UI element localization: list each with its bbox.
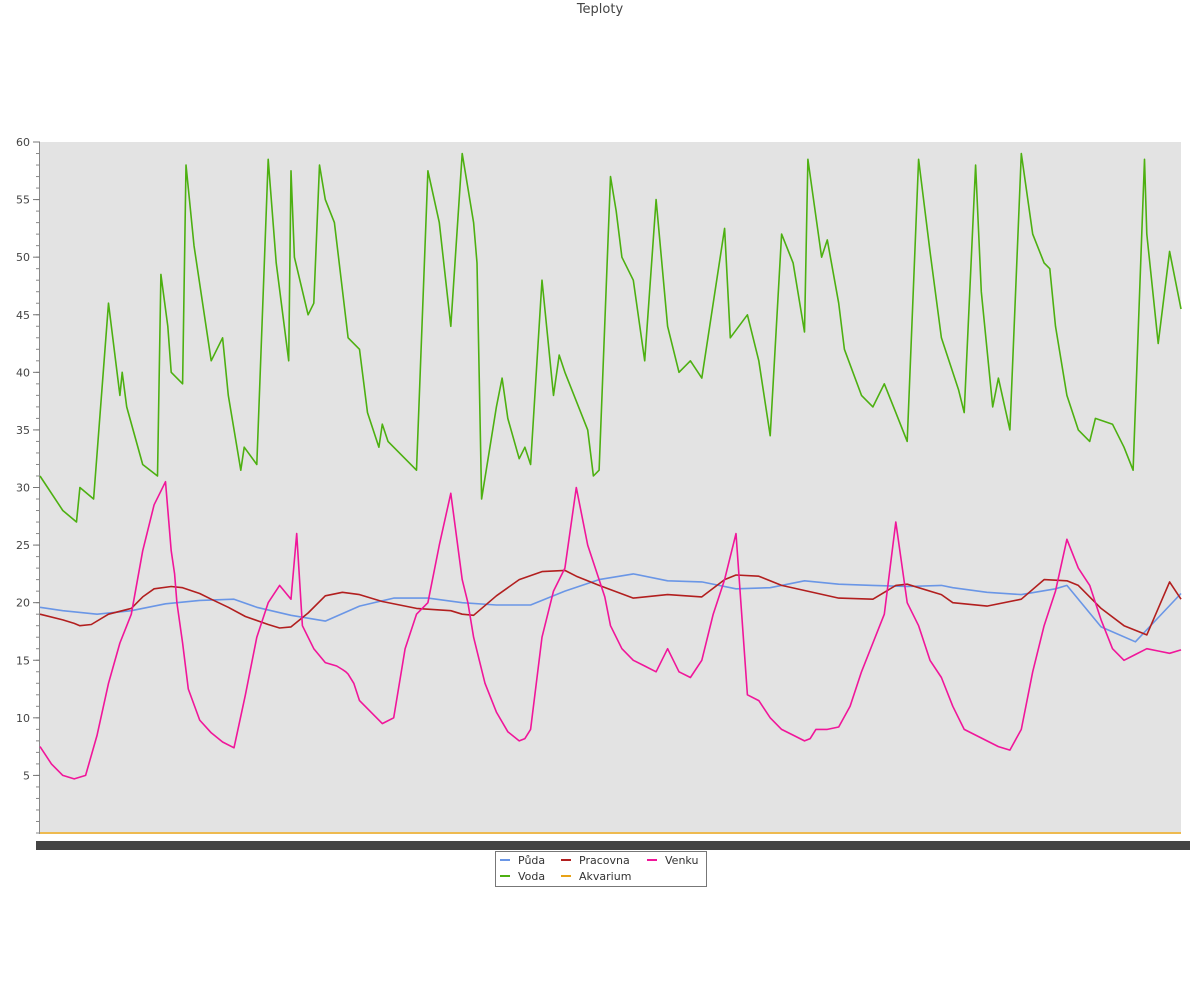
legend-label-akvarium: Akvarium [579, 870, 632, 883]
chart-legend: Půda Pracovna Venku Voda Akvarium [495, 851, 707, 887]
legend-label-venku: Venku [665, 854, 699, 867]
legend-item-akvarium: Akvarium [561, 870, 631, 884]
y-tick-label: 55 [16, 194, 30, 207]
y-tick-label: 50 [16, 251, 30, 264]
y-tick-label: 45 [16, 309, 30, 322]
legend-item-voda: Voda [500, 870, 545, 884]
chart-title: Teploty [576, 2, 624, 17]
y-tick-label: 15 [16, 654, 30, 667]
series-line-venku [39, 480, 1182, 780]
series-line-voda [39, 152, 1182, 523]
y-tick-label: 35 [16, 424, 30, 437]
series-line-půda [39, 573, 1182, 643]
legend-swatch-akvarium [561, 875, 571, 877]
y-tick-label: 5 [23, 769, 30, 782]
y-tick-label: 30 [16, 482, 30, 495]
y-tick-label: 60 [16, 136, 30, 149]
series-line-pracovna [39, 569, 1182, 636]
legend-label-voda: Voda [518, 870, 546, 883]
legend-item-puda: Půda [500, 854, 545, 868]
legend-swatch-voda [500, 875, 510, 877]
legend-item-venku: Venku [647, 854, 698, 868]
y-tick-label: 20 [16, 597, 30, 610]
legend-label-puda: Půda [518, 854, 546, 867]
y-axis-ticks: 5 10 15 20 25 30 35 40 45 50 55 60 [16, 136, 40, 834]
y-tick-label: 10 [16, 712, 30, 725]
legend-swatch-pracovna [561, 859, 571, 861]
legend-item-pracovna: Pracovna [561, 854, 630, 868]
legend-label-pracovna: Pracovna [579, 854, 630, 867]
legend-swatch-puda [500, 859, 510, 861]
y-tick-label: 40 [16, 366, 30, 379]
x-axis-band [36, 841, 1190, 850]
series-lines [39, 152, 1182, 834]
legend-swatch-venku [647, 859, 657, 861]
y-tick-label: 25 [16, 539, 30, 552]
plot-background [40, 142, 1181, 832]
